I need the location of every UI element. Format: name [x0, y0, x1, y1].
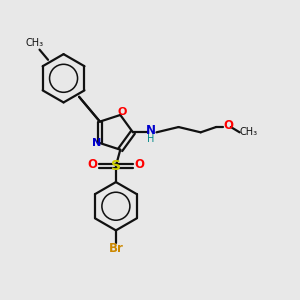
Text: O: O	[117, 107, 127, 117]
Text: CH₃: CH₃	[25, 38, 43, 48]
Text: N: N	[146, 124, 156, 137]
Text: S: S	[111, 159, 121, 173]
Text: CH₃: CH₃	[239, 127, 258, 137]
Text: Br: Br	[109, 242, 123, 255]
Text: O: O	[223, 119, 233, 132]
Text: O: O	[134, 158, 144, 171]
Text: H: H	[147, 134, 154, 144]
Text: N: N	[92, 138, 101, 148]
Text: O: O	[87, 158, 97, 171]
